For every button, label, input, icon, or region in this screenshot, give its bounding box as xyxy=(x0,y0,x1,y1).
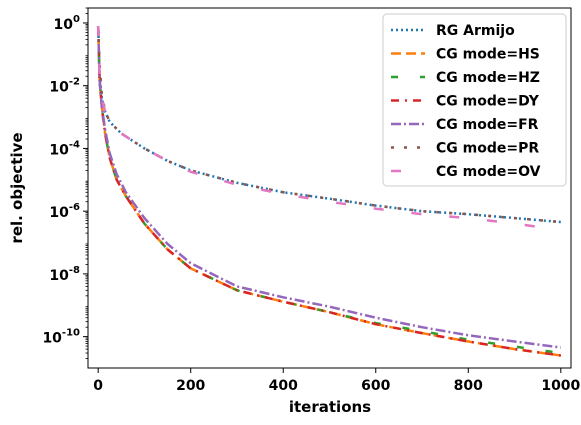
legend-label-6: CG mode=OV xyxy=(436,164,541,180)
x-ticks: 0 200 400 600 800 1000 xyxy=(93,368,581,394)
y-tick-label-4: 10-8 xyxy=(49,265,80,284)
legend: RG Armijo CG mode=HS CG mode=HZ CG mode=DY C… xyxy=(382,13,567,187)
x-tick-label-4: 800 xyxy=(454,378,483,394)
plot-frame xyxy=(87,7,572,369)
x-tick-label-1: 200 xyxy=(176,378,205,394)
x-tick-label-2: 400 xyxy=(269,378,298,394)
legend-label-1: CG mode=HS xyxy=(436,47,540,63)
y-ticks: 100 10-2 10-4 10-6 10-8 10-10 xyxy=(42,7,88,359)
y-tick-label-3: 10-6 xyxy=(49,202,80,221)
y-tick-label-5: 10-10 xyxy=(42,328,80,347)
legend-label-3: CG mode=DY xyxy=(436,94,540,110)
y-axis-label: rel. objective xyxy=(8,132,26,243)
legend-label-5: CG mode=PR xyxy=(436,141,539,157)
x-tick-label-3: 600 xyxy=(361,378,390,394)
legend-label-2: CG mode=HZ xyxy=(436,70,540,86)
series-line-6 xyxy=(96,25,561,232)
x-tick-label-0: 0 xyxy=(93,378,103,394)
x-tick-label-5: 1000 xyxy=(541,378,580,394)
legend-label-4: CG mode=FR xyxy=(436,117,539,133)
legend-frame xyxy=(382,13,567,187)
x-axis-label: iterations xyxy=(289,398,371,416)
y-tick-label-0: 100 xyxy=(54,14,80,33)
legend-label-0: RG Armijo xyxy=(436,23,515,39)
series-layer xyxy=(96,25,561,357)
y-tick-label-1: 10-2 xyxy=(49,77,80,96)
y-tick-label-2: 10-4 xyxy=(49,139,80,158)
